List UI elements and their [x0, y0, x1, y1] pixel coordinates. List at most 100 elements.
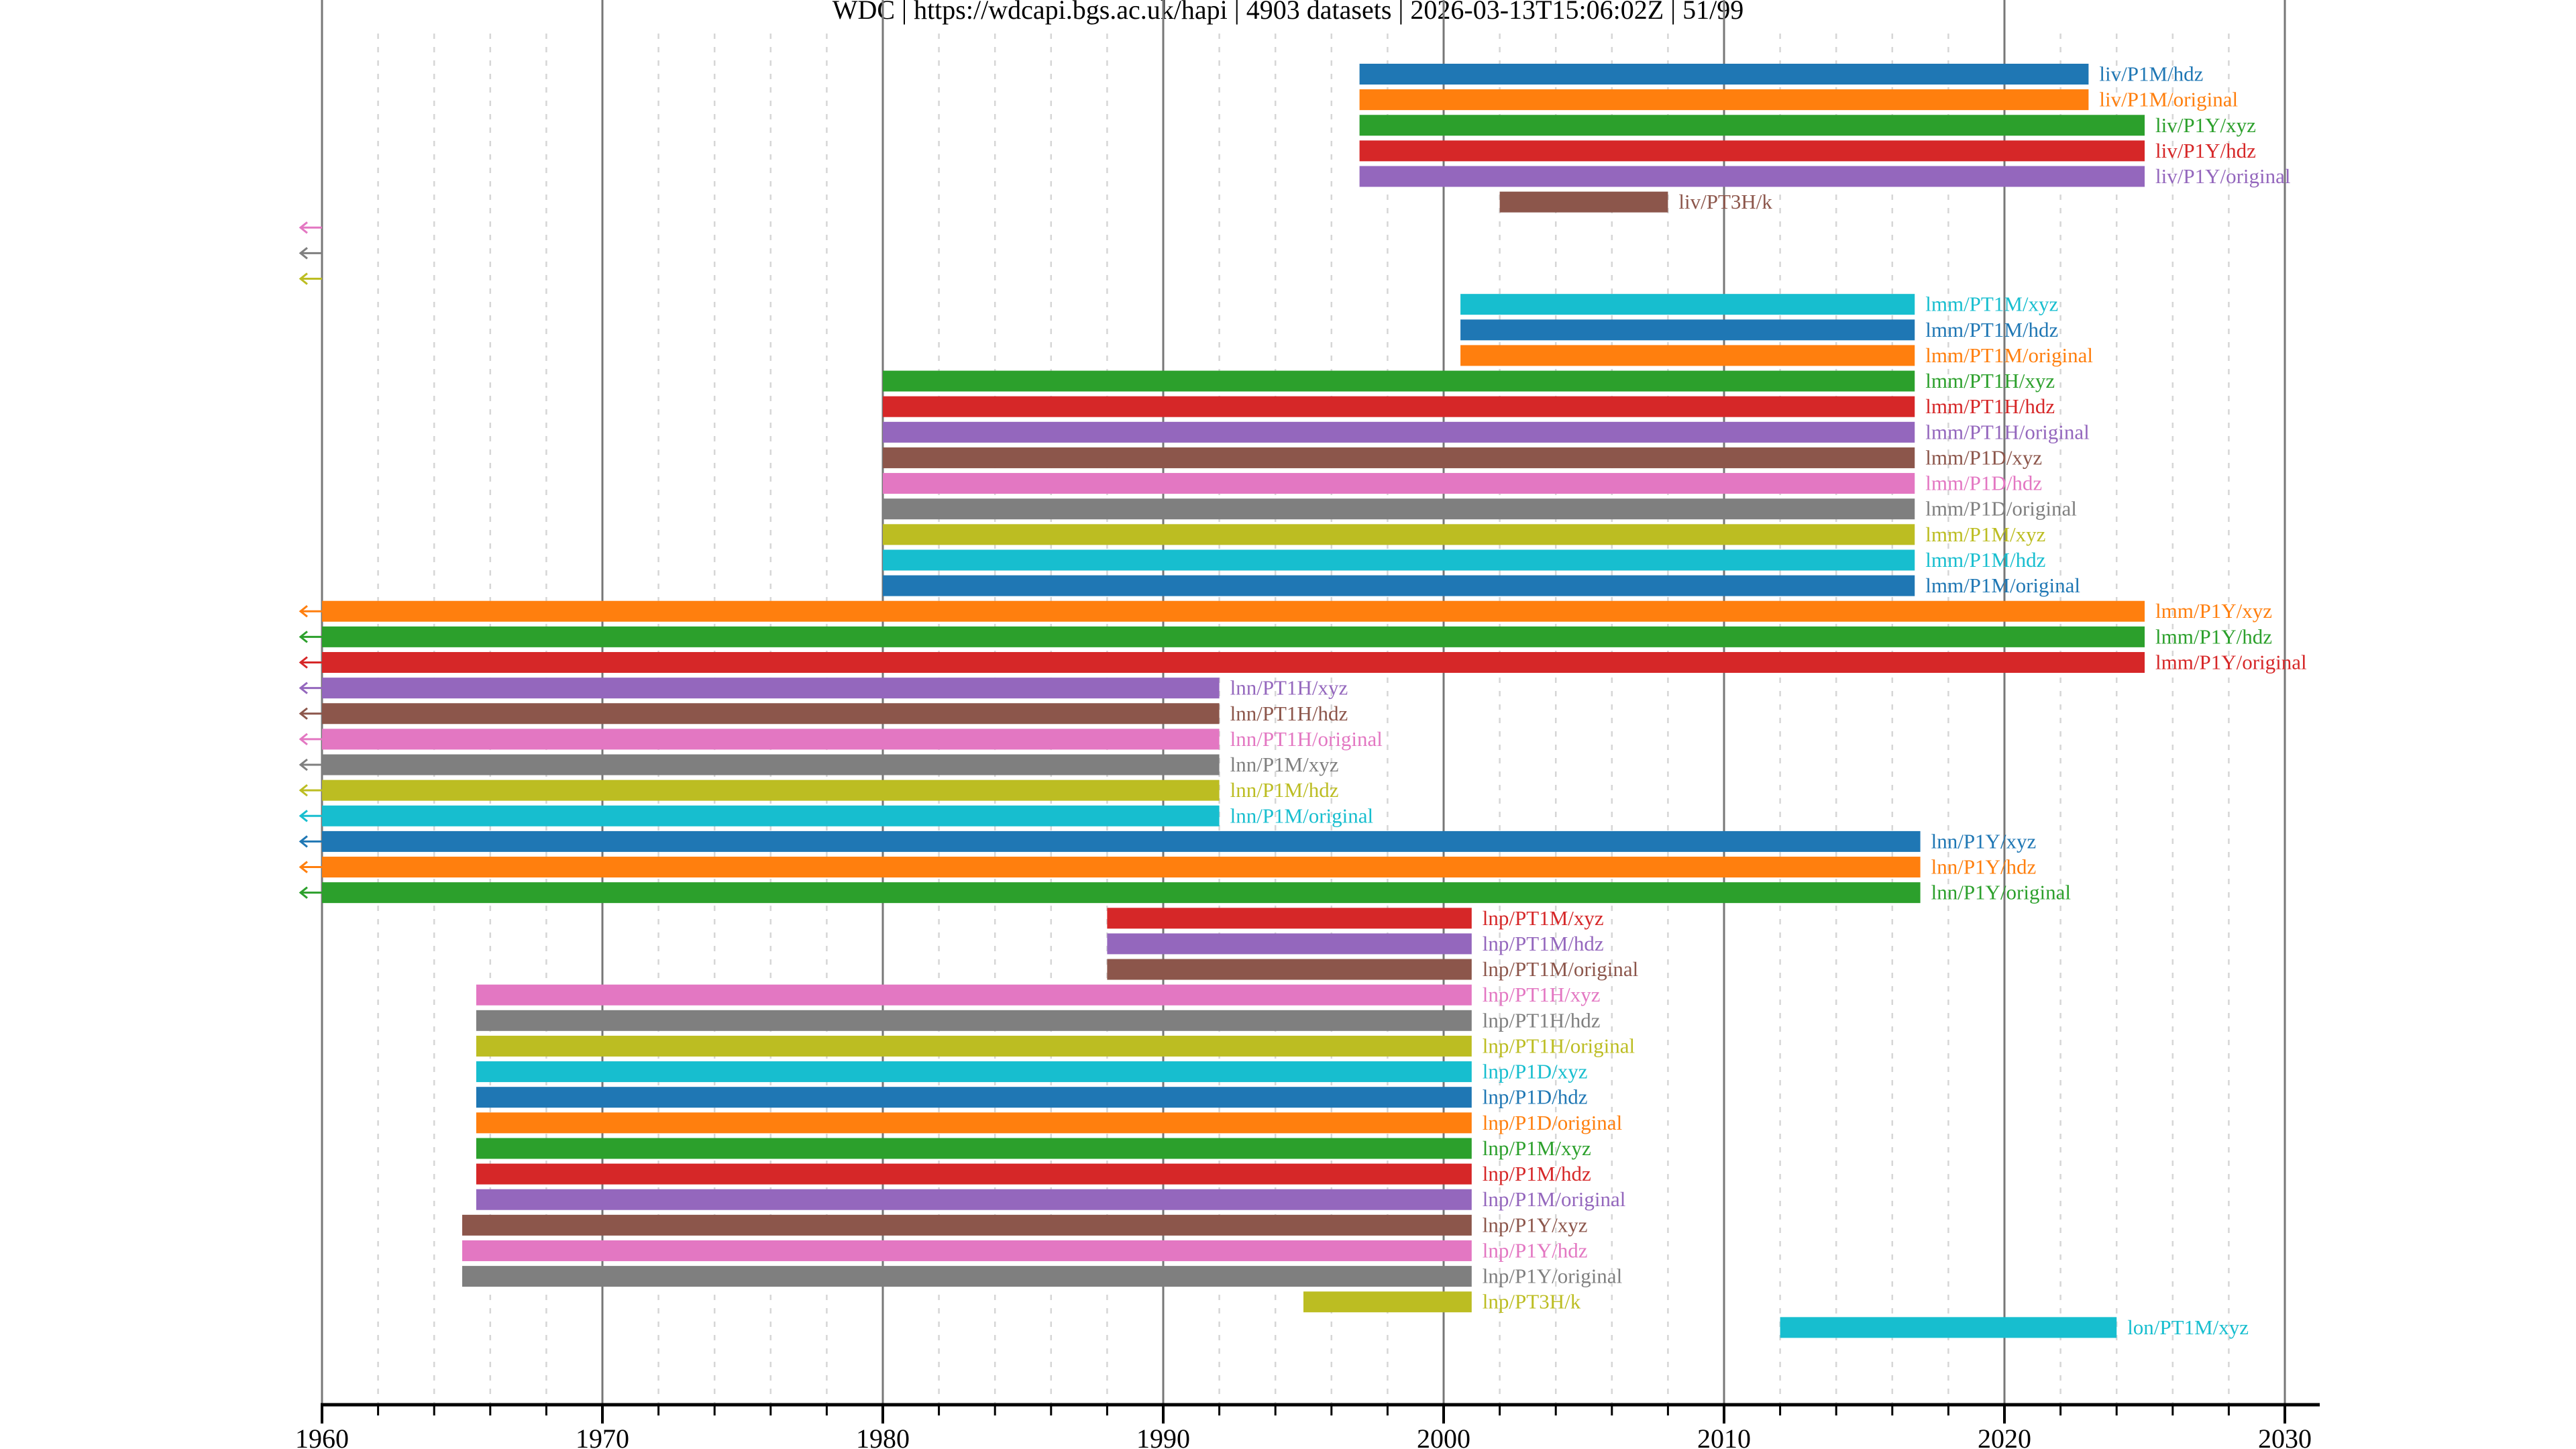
dataset-bar[interactable]: [1359, 115, 2145, 136]
dataset-row[interactable]: lnn/P1M/hdz: [299, 778, 1339, 802]
dataset-row[interactable]: lmm/PT1M/original: [1460, 343, 2093, 367]
dataset-row[interactable]: lnp/P1D/original: [476, 1111, 1622, 1134]
dataset-row[interactable]: lmm/PT1H/xyz: [883, 369, 2055, 392]
dataset-row[interactable]: lmm/P1D/hdz: [883, 472, 2042, 495]
dataset-bar[interactable]: [1359, 89, 2089, 111]
dataset-bar[interactable]: [883, 370, 1915, 392]
dataset-row[interactable]: lnp/P1D/xyz: [476, 1060, 1588, 1083]
dataset-row[interactable]: lnp/P1D/hdz: [476, 1085, 1588, 1109]
dataset-row[interactable]: lmm/P1Y/xyz: [299, 599, 2272, 623]
dataset-row[interactable]: lmm/P1M/hdz: [883, 548, 2045, 572]
dataset-bar[interactable]: [1460, 345, 1915, 366]
dataset-bar[interactable]: [322, 882, 1921, 904]
dataset-bar[interactable]: [322, 651, 2145, 673]
dataset-row[interactable]: [299, 221, 322, 234]
dataset-row[interactable]: liv/P1M/hdz: [1359, 62, 2204, 86]
dataset-bar[interactable]: [1107, 959, 1472, 980]
dataset-bar[interactable]: [476, 1138, 1472, 1159]
dataset-bar[interactable]: [883, 421, 1915, 443]
dataset-row[interactable]: lnp/PT1H/xyz: [476, 983, 1601, 1006]
dataset-row[interactable]: lmm/PT1M/hdz: [1460, 318, 2058, 341]
dataset-row[interactable]: lnn/P1M/xyz: [299, 753, 1339, 776]
dataset-bar[interactable]: [883, 524, 1915, 545]
dataset-bar[interactable]: [1780, 1317, 2117, 1338]
dataset-row[interactable]: lnp/PT1H/hdz: [476, 1008, 1601, 1032]
dataset-row[interactable]: lnp/P1Y/hdz: [462, 1238, 1588, 1262]
arrow-left-icon: [299, 835, 308, 848]
dataset-row[interactable]: lnn/P1Y/xyz: [299, 829, 2036, 853]
dataset-row[interactable]: lnp/P1M/xyz: [476, 1136, 1591, 1160]
dataset-row[interactable]: lmm/P1D/original: [883, 497, 2077, 521]
dataset-bar[interactable]: [1107, 933, 1472, 955]
dataset-row[interactable]: lnp/PT1H/original: [476, 1034, 1635, 1057]
dataset-bar[interactable]: [1359, 140, 2145, 162]
dataset-bar[interactable]: [322, 600, 2145, 622]
dataset-bar[interactable]: [462, 1240, 1472, 1261]
dataset-row[interactable]: lnn/PT1H/original: [299, 727, 1383, 751]
dataset-row[interactable]: lnp/PT1M/hdz: [1107, 932, 1604, 955]
dataset-row[interactable]: [299, 272, 322, 285]
dataset-row[interactable]: lnn/P1Y/hdz: [299, 855, 2036, 879]
dataset-bar[interactable]: [476, 1010, 1472, 1031]
arrow-left-icon: [299, 656, 308, 669]
dataset-bar[interactable]: [476, 1112, 1472, 1134]
dataset-bar[interactable]: [322, 830, 1921, 852]
dataset-row[interactable]: lnp/PT1M/xyz: [1107, 906, 1604, 930]
dataset-bar[interactable]: [476, 1035, 1472, 1057]
dataset-row[interactable]: liv/P1M/original: [1359, 88, 2238, 111]
dataset-row[interactable]: lmm/P1Y/hdz: [299, 625, 2272, 648]
dataset-row[interactable]: lmm/PT1H/original: [883, 420, 2090, 443]
dataset-bar[interactable]: [883, 549, 1915, 571]
dataset-row[interactable]: [299, 247, 322, 260]
dataset-bar[interactable]: [476, 1087, 1472, 1108]
dataset-bar[interactable]: [1460, 319, 1915, 341]
dataset-row[interactable]: lnp/P1Y/original: [462, 1265, 1622, 1288]
dataset-row[interactable]: liv/P1Y/xyz: [1359, 113, 2256, 137]
dataset-row[interactable]: liv/P1Y/hdz: [1359, 139, 2256, 162]
dataset-bar[interactable]: [476, 1061, 1472, 1083]
dataset-bar[interactable]: [1107, 908, 1472, 929]
dataset-bar[interactable]: [322, 780, 1220, 801]
dataset-row[interactable]: lnn/PT1H/xyz: [299, 676, 1348, 700]
dataset-bar[interactable]: [322, 678, 1220, 699]
dataset-row[interactable]: lnp/PT1M/original: [1107, 957, 1638, 981]
dataset-bar[interactable]: [322, 754, 1220, 775]
dataset-bar[interactable]: [476, 1163, 1472, 1185]
dataset-bar[interactable]: [883, 473, 1915, 494]
dataset-bar[interactable]: [462, 1214, 1472, 1236]
dataset-bar[interactable]: [476, 1189, 1472, 1210]
dataset-bar[interactable]: [1499, 191, 1668, 213]
dataset-row[interactable]: lmm/P1M/xyz: [883, 523, 2045, 546]
dataset-row[interactable]: lmm/P1M/original: [883, 574, 2080, 597]
dataset-row[interactable]: lnp/P1M/hdz: [476, 1162, 1591, 1185]
dataset-bar[interactable]: [883, 447, 1915, 468]
dataset-row[interactable]: liv/PT3H/k: [1499, 190, 1773, 213]
dataset-bar[interactable]: [1359, 166, 2145, 187]
dataset-bar[interactable]: [883, 498, 1915, 520]
dataset-bar[interactable]: [462, 1266, 1472, 1287]
dataset-row[interactable]: lnp/P1Y/xyz: [462, 1213, 1588, 1236]
dataset-row[interactable]: lnp/P1M/original: [476, 1187, 1625, 1211]
dataset-row[interactable]: lmm/PT1H/hdz: [883, 394, 2055, 418]
dataset-row[interactable]: lnn/P1Y/original: [299, 881, 2071, 904]
dataset-bar[interactable]: [322, 857, 1921, 878]
dataset-bar[interactable]: [476, 984, 1472, 1006]
dataset-row[interactable]: lmm/P1Y/original: [299, 650, 2307, 674]
dataset-row[interactable]: lnn/P1M/original: [299, 804, 1373, 827]
dataset-bar[interactable]: [1359, 64, 2089, 85]
dataset-bar[interactable]: [883, 396, 1915, 417]
dataset-bar[interactable]: [322, 805, 1220, 826]
dataset-bar[interactable]: [1460, 294, 1915, 315]
dataset-bar[interactable]: [322, 703, 1220, 724]
dataset-row[interactable]: liv/P1Y/original: [1359, 164, 2291, 188]
dataset-bar[interactable]: [322, 626, 2145, 647]
dataset-bar[interactable]: [1303, 1291, 1472, 1313]
dataset-bar[interactable]: [883, 575, 1915, 596]
dataset-bar[interactable]: [322, 729, 1220, 750]
dataset-row[interactable]: lon/PT1M/xyz: [1780, 1316, 2249, 1339]
dataset-row[interactable]: lmm/P1D/xyz: [883, 445, 2042, 469]
dataset-row[interactable]: lnn/PT1H/hdz: [299, 702, 1348, 725]
dataset-row[interactable]: lmm/PT1M/xyz: [1460, 292, 2058, 316]
dataset-row[interactable]: lnp/PT3H/k: [1303, 1290, 1581, 1313]
